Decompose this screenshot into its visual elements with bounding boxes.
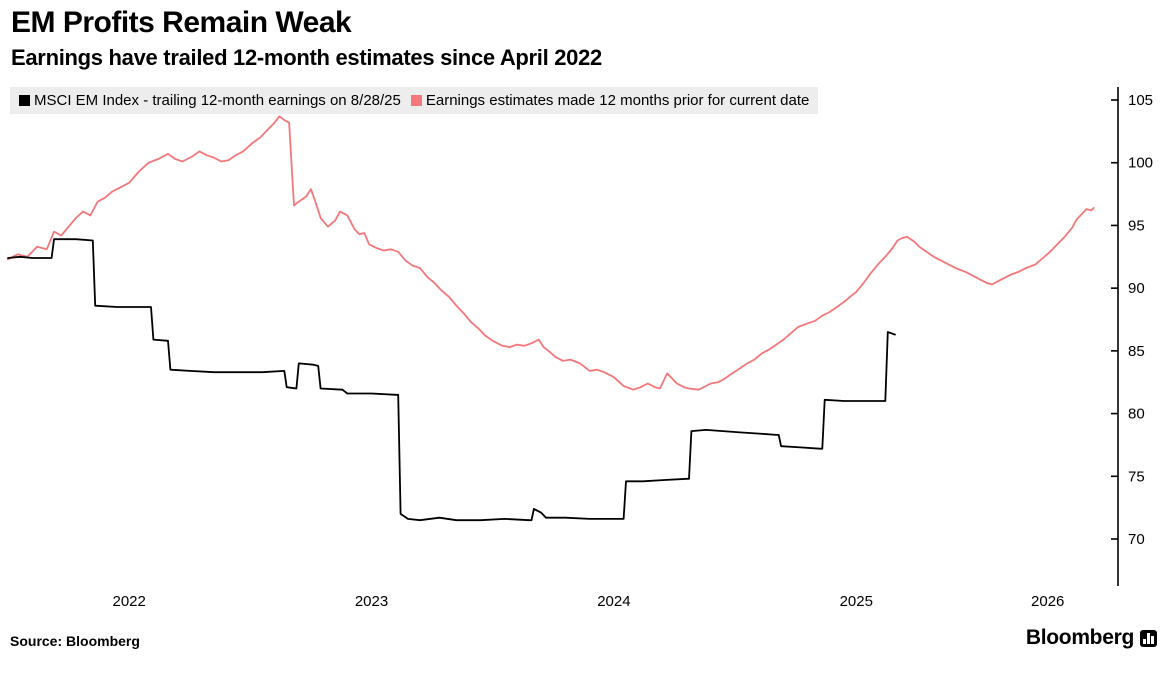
legend-item-label: MSCI EM Index - trailing 12-month earnin… (34, 92, 401, 109)
y-axis-label: 95 (1128, 217, 1145, 234)
legend-item: Earnings estimates made 12 months prior … (410, 92, 810, 109)
x-axis-label: 2022 (112, 593, 145, 610)
y-axis-label: 70 (1128, 531, 1145, 548)
y-axis-label: 75 (1128, 468, 1145, 485)
chart-title: EM Profits Remain Weak (11, 6, 352, 39)
x-axis-label: 2026 (1031, 593, 1064, 610)
y-axis-label: 90 (1128, 280, 1145, 297)
bloomberg-wordmark: Bloomberg (1025, 626, 1134, 649)
bloomberg-logo: Bloomberg (1026, 626, 1157, 650)
legend-swatch-icon (19, 95, 30, 106)
x-axis-label: 2023 (355, 593, 388, 610)
series-line (7, 115, 1095, 391)
legend-swatch-icon (410, 95, 422, 106)
y-axis-label: 100 (1128, 155, 1153, 172)
x-axis-label: 2024 (597, 593, 630, 610)
legend-item: MSCI EM Index - trailing 12-month earnin… (19, 92, 401, 109)
y-axis-label: 80 (1128, 406, 1145, 423)
series-line (7, 238, 896, 522)
chart-canvas: 70 75 80 85 90 95 100 105 2022 2023 2024 2025 2026 (7, 87, 1153, 610)
chart-legend: MSCI EM Index - trailing 12-month earnin… (10, 87, 819, 114)
legend-item-label: Earnings estimates made 12 months prior … (425, 92, 810, 109)
y-axis-label: 85 (1128, 343, 1145, 360)
x-axis-label: 2025 (840, 593, 873, 610)
chart-area: 70 75 80 85 90 95 100 105 2022 2023 2024 2025 2026 (0, 78, 1173, 623)
y-axis-label: 105 (1128, 92, 1153, 109)
bloomberg-logo-icon (1140, 629, 1157, 647)
source-note: Source: Bloomberg (10, 633, 140, 649)
chart-subtitle: Earnings have trailed 12-month estimates… (11, 45, 602, 70)
